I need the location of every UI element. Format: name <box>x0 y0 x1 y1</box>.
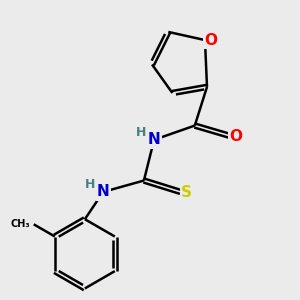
Text: S: S <box>181 185 192 200</box>
Text: N: N <box>148 132 160 147</box>
Text: CH₃: CH₃ <box>10 219 30 229</box>
Text: H: H <box>136 126 146 139</box>
Text: O: O <box>230 129 242 144</box>
Text: N: N <box>97 184 110 200</box>
Text: H: H <box>85 178 95 191</box>
Text: O: O <box>204 33 217 48</box>
